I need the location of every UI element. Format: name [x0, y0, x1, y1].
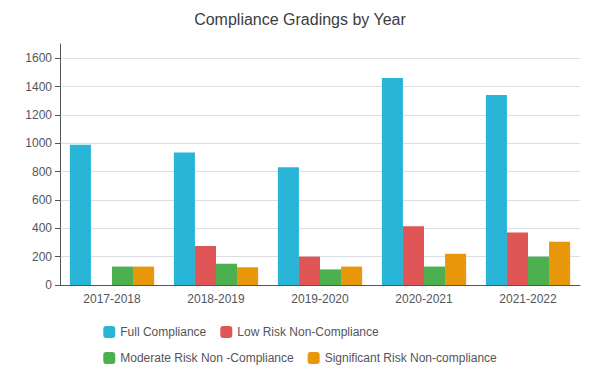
svg-text:Compliance Gradings by Year: Compliance Gradings by Year	[194, 11, 406, 28]
svg-text:1200: 1200	[25, 108, 52, 122]
svg-text:Moderate Risk Non -Compliance: Moderate Risk Non -Compliance	[120, 351, 294, 365]
svg-text:Significant Risk Non-complianc: Significant Risk Non-compliance	[325, 351, 497, 365]
svg-text:0: 0	[45, 278, 52, 292]
svg-text:1400: 1400	[25, 80, 52, 94]
svg-text:600: 600	[32, 193, 52, 207]
svg-text:400: 400	[32, 221, 52, 235]
svg-text:1000: 1000	[25, 136, 52, 150]
svg-text:2018-2019: 2018-2019	[187, 292, 245, 306]
svg-text:1600: 1600	[25, 51, 52, 65]
svg-text:2019-2020: 2019-2020	[291, 292, 349, 306]
svg-text:2020-2021: 2020-2021	[395, 292, 453, 306]
svg-text:2021-2022: 2021-2022	[499, 292, 557, 306]
svg-text:200: 200	[32, 250, 52, 264]
svg-text:2017-2018: 2017-2018	[83, 292, 141, 306]
svg-text:800: 800	[32, 165, 52, 179]
svg-text:Low Risk Non-Compliance: Low Risk Non-Compliance	[237, 325, 379, 339]
svg-text:Full Compliance: Full Compliance	[120, 325, 206, 339]
